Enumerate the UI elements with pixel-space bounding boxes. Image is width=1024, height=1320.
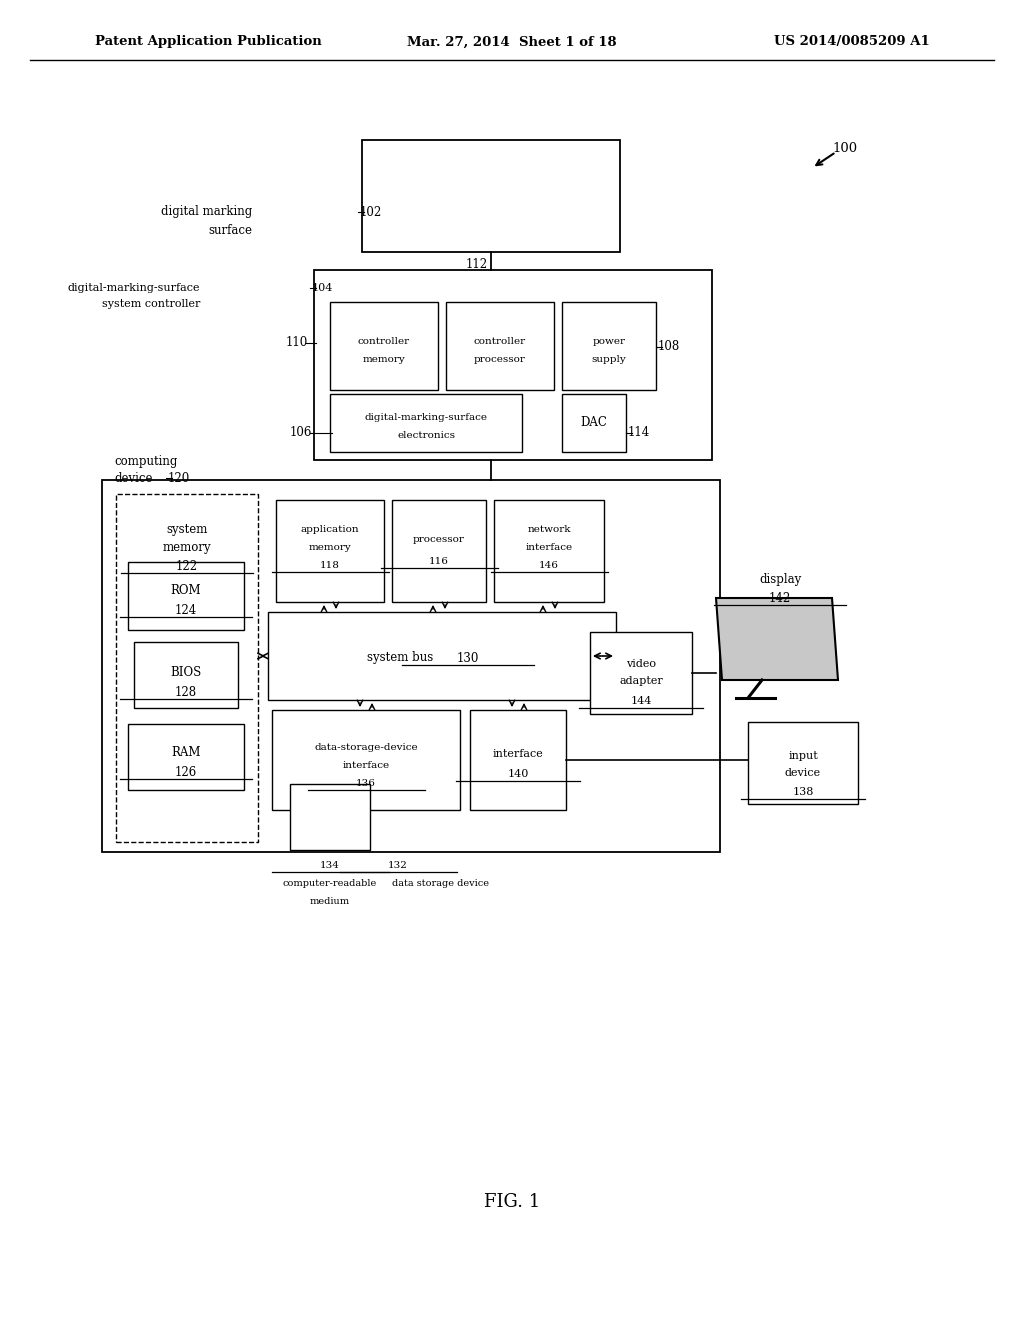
FancyBboxPatch shape: [128, 723, 244, 789]
Text: computing: computing: [114, 455, 177, 469]
Text: 136: 136: [356, 780, 376, 788]
FancyBboxPatch shape: [116, 494, 258, 842]
Text: computer-readable: computer-readable: [283, 879, 377, 888]
FancyBboxPatch shape: [268, 612, 616, 700]
FancyBboxPatch shape: [276, 500, 384, 602]
Text: application: application: [301, 525, 359, 535]
Text: controller: controller: [474, 338, 526, 346]
Text: 130: 130: [457, 652, 479, 664]
FancyBboxPatch shape: [134, 642, 238, 708]
Text: RAM: RAM: [171, 746, 201, 759]
Text: interface: interface: [525, 543, 572, 552]
Text: 142: 142: [769, 591, 792, 605]
Text: 132: 132: [388, 862, 408, 870]
Text: ROM: ROM: [171, 583, 202, 597]
FancyBboxPatch shape: [330, 302, 438, 389]
Text: device: device: [785, 768, 821, 777]
Text: video: video: [626, 659, 656, 669]
Text: system bus: system bus: [367, 652, 433, 664]
Text: 124: 124: [175, 603, 198, 616]
Text: supply: supply: [592, 355, 627, 363]
Text: US 2014/0085209 A1: US 2014/0085209 A1: [774, 36, 930, 49]
Text: power: power: [593, 338, 626, 346]
FancyBboxPatch shape: [290, 784, 370, 850]
Text: electronics: electronics: [397, 432, 455, 441]
FancyBboxPatch shape: [102, 480, 720, 851]
Text: controller: controller: [358, 338, 410, 346]
Text: 122: 122: [176, 560, 198, 573]
Text: 106: 106: [290, 426, 312, 440]
Text: 138: 138: [793, 787, 814, 797]
Text: DAC: DAC: [581, 417, 607, 429]
Text: 134: 134: [321, 862, 340, 870]
FancyBboxPatch shape: [272, 710, 460, 810]
Text: interface: interface: [342, 760, 389, 770]
Text: system: system: [166, 524, 208, 536]
Text: device: device: [114, 471, 153, 484]
Text: network: network: [527, 525, 570, 535]
Text: memory: memory: [163, 541, 211, 554]
Text: data storage device: data storage device: [391, 879, 488, 888]
FancyBboxPatch shape: [392, 500, 486, 602]
FancyBboxPatch shape: [314, 271, 712, 459]
FancyBboxPatch shape: [330, 393, 522, 451]
FancyBboxPatch shape: [446, 302, 554, 389]
Text: data-storage-device: data-storage-device: [314, 743, 418, 752]
Text: 100: 100: [831, 141, 857, 154]
Text: input: input: [788, 751, 818, 762]
Text: memory: memory: [362, 355, 406, 363]
Text: 116: 116: [429, 557, 449, 566]
Text: 146: 146: [539, 561, 559, 570]
Polygon shape: [716, 598, 838, 680]
Text: 126: 126: [175, 766, 198, 779]
Text: adapter: adapter: [620, 676, 663, 686]
Text: 118: 118: [321, 561, 340, 570]
FancyBboxPatch shape: [562, 393, 626, 451]
FancyBboxPatch shape: [748, 722, 858, 804]
Text: 102: 102: [360, 206, 382, 219]
Text: display: display: [759, 573, 801, 586]
Text: 144: 144: [631, 696, 651, 706]
Text: 120: 120: [168, 471, 190, 484]
Text: system controller: system controller: [101, 300, 200, 309]
FancyBboxPatch shape: [562, 302, 656, 389]
Text: FIG. 1: FIG. 1: [484, 1193, 540, 1210]
Text: medium: medium: [310, 896, 350, 906]
Text: digital-marking-surface: digital-marking-surface: [365, 413, 487, 422]
FancyBboxPatch shape: [362, 140, 620, 252]
Text: Patent Application Publication: Patent Application Publication: [95, 36, 322, 49]
Text: 110: 110: [286, 337, 308, 350]
FancyBboxPatch shape: [128, 562, 244, 630]
FancyBboxPatch shape: [590, 632, 692, 714]
Text: Mar. 27, 2014  Sheet 1 of 18: Mar. 27, 2014 Sheet 1 of 18: [408, 36, 616, 49]
FancyBboxPatch shape: [494, 500, 604, 602]
Text: 108: 108: [658, 341, 680, 354]
Text: processor: processor: [413, 536, 465, 544]
Text: 128: 128: [175, 685, 197, 698]
Text: interface: interface: [493, 748, 544, 759]
Text: 140: 140: [507, 770, 528, 779]
Text: BIOS: BIOS: [170, 665, 202, 678]
Text: 104: 104: [312, 282, 334, 293]
Text: digital marking: digital marking: [161, 206, 252, 219]
Text: surface: surface: [208, 223, 252, 236]
Text: processor: processor: [474, 355, 526, 363]
Text: 114: 114: [628, 426, 650, 440]
Text: digital-marking-surface: digital-marking-surface: [68, 282, 200, 293]
Text: 112: 112: [466, 259, 488, 272]
FancyBboxPatch shape: [470, 710, 566, 810]
Text: memory: memory: [308, 543, 351, 552]
